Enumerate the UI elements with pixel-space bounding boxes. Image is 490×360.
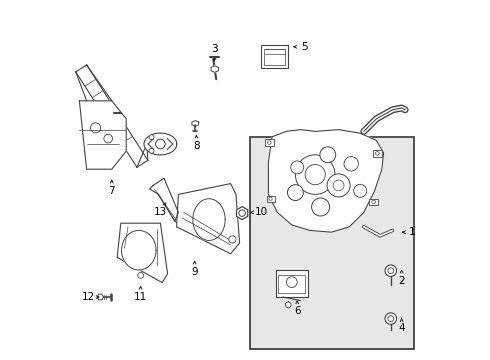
Polygon shape	[193, 199, 225, 240]
Bar	[264, 49, 285, 65]
Circle shape	[320, 147, 336, 163]
Polygon shape	[269, 130, 384, 232]
Polygon shape	[79, 101, 126, 169]
Circle shape	[149, 148, 154, 153]
Text: 4: 4	[398, 323, 405, 333]
Text: 13: 13	[154, 207, 167, 217]
Polygon shape	[211, 66, 219, 72]
Circle shape	[229, 236, 236, 243]
Circle shape	[333, 180, 344, 191]
Circle shape	[372, 200, 375, 204]
Bar	[267, 196, 274, 202]
Polygon shape	[176, 184, 240, 254]
Circle shape	[385, 313, 396, 324]
Circle shape	[295, 155, 335, 194]
Text: 8: 8	[193, 141, 200, 151]
Circle shape	[286, 277, 297, 288]
Polygon shape	[144, 133, 177, 155]
Text: 1: 1	[409, 227, 416, 237]
Circle shape	[388, 316, 393, 321]
Polygon shape	[237, 207, 248, 220]
Circle shape	[104, 134, 113, 143]
Text: 5: 5	[301, 42, 308, 52]
Circle shape	[269, 197, 272, 200]
Polygon shape	[192, 121, 199, 126]
Text: 6: 6	[294, 306, 300, 316]
Circle shape	[138, 273, 144, 278]
Polygon shape	[117, 223, 168, 283]
Text: 3: 3	[211, 44, 218, 54]
Bar	[261, 45, 288, 68]
Text: 11: 11	[134, 292, 147, 302]
Polygon shape	[97, 294, 103, 300]
Circle shape	[344, 157, 358, 171]
Bar	[373, 150, 382, 157]
Circle shape	[268, 141, 271, 144]
Polygon shape	[149, 178, 178, 221]
Circle shape	[285, 302, 291, 308]
Circle shape	[288, 185, 303, 201]
Circle shape	[385, 265, 396, 276]
Bar	[250, 137, 414, 349]
Text: 10: 10	[255, 207, 268, 217]
Circle shape	[312, 198, 330, 216]
Text: 9: 9	[191, 267, 198, 277]
Bar	[275, 270, 308, 297]
Circle shape	[305, 165, 325, 185]
Bar	[265, 139, 274, 146]
Text: 7: 7	[108, 186, 115, 196]
Polygon shape	[122, 230, 156, 270]
Text: 12: 12	[82, 292, 95, 302]
Circle shape	[91, 123, 100, 133]
Circle shape	[388, 268, 393, 274]
Circle shape	[149, 135, 154, 140]
Circle shape	[375, 152, 379, 155]
Bar	[369, 199, 378, 205]
Text: 2: 2	[398, 276, 405, 286]
Circle shape	[354, 184, 367, 197]
Bar	[278, 275, 305, 293]
Circle shape	[156, 139, 165, 149]
Circle shape	[239, 210, 245, 216]
Circle shape	[291, 161, 304, 174]
Circle shape	[327, 174, 350, 197]
